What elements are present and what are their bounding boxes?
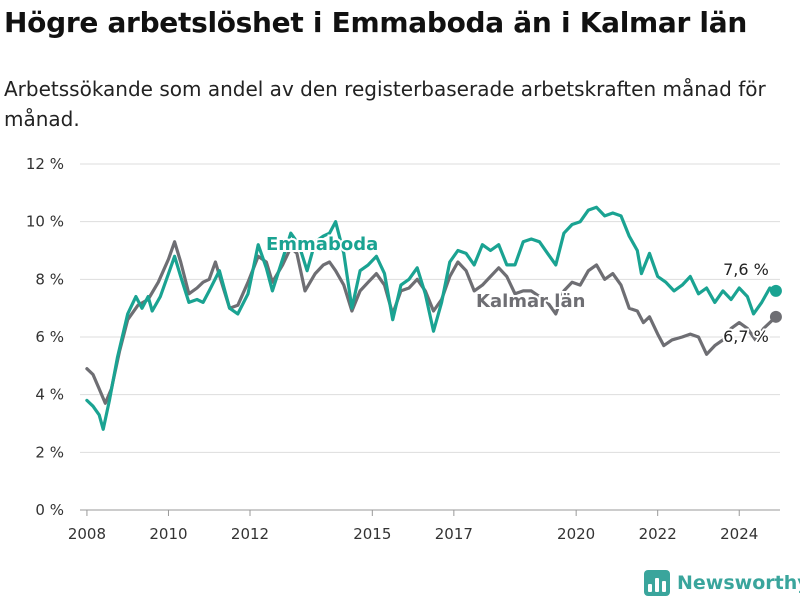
x-tick-label: 2012 xyxy=(231,525,269,543)
newsworthy-logo: Newsworthy xyxy=(644,570,800,596)
end-point-marker xyxy=(769,284,782,297)
y-tick-label: 4 % xyxy=(35,386,64,404)
bar-chart-logo-icon xyxy=(644,570,670,596)
chart-subtitle: Arbetssökande som andel av den registerb… xyxy=(4,77,766,131)
end-value-label: 7,6 % xyxy=(723,260,769,279)
y-tick-label: 6 % xyxy=(35,328,64,346)
y-tick-label: 2 % xyxy=(35,443,64,461)
x-tick-label: 2022 xyxy=(639,525,677,543)
y-tick-label: 12 % xyxy=(26,155,64,173)
x-tick-label: 2020 xyxy=(557,525,595,543)
x-axis-ticks: 2008 2010 2012 2015 2017 2020 2022 2024 xyxy=(68,510,758,543)
chart-title: Högre arbetslöshet i Emmaboda än i Kalma… xyxy=(4,6,747,39)
x-tick-label: 2017 xyxy=(435,525,473,543)
series-name-label: Kalmar län xyxy=(476,291,585,312)
x-tick-label: 2024 xyxy=(720,525,758,543)
series-line-emmaboda xyxy=(85,205,778,431)
y-axis-ticks: 0 % 2 % 4 % 6 % 8 % 10 % 12 % xyxy=(26,155,64,519)
y-tick-label: 8 % xyxy=(35,270,64,288)
x-tick-label: 2010 xyxy=(149,525,187,543)
brand-name: Newsworthy xyxy=(677,572,800,594)
x-tick-label: 2008 xyxy=(68,525,106,543)
end-point-marker xyxy=(769,310,782,323)
series-lines xyxy=(85,205,782,431)
gridlines xyxy=(80,163,780,511)
y-tick-label: 10 % xyxy=(26,213,64,231)
series-name-label: Emmaboda xyxy=(266,234,378,255)
y-tick-label: 0 % xyxy=(35,501,64,519)
end-value-label: 6,7 % xyxy=(723,327,769,346)
series-labels: Emmaboda Kalmar län 7,6 % 6,7 % xyxy=(264,232,771,348)
series-line-kalmar-lan xyxy=(85,240,778,405)
x-tick-label: 2015 xyxy=(353,525,391,543)
